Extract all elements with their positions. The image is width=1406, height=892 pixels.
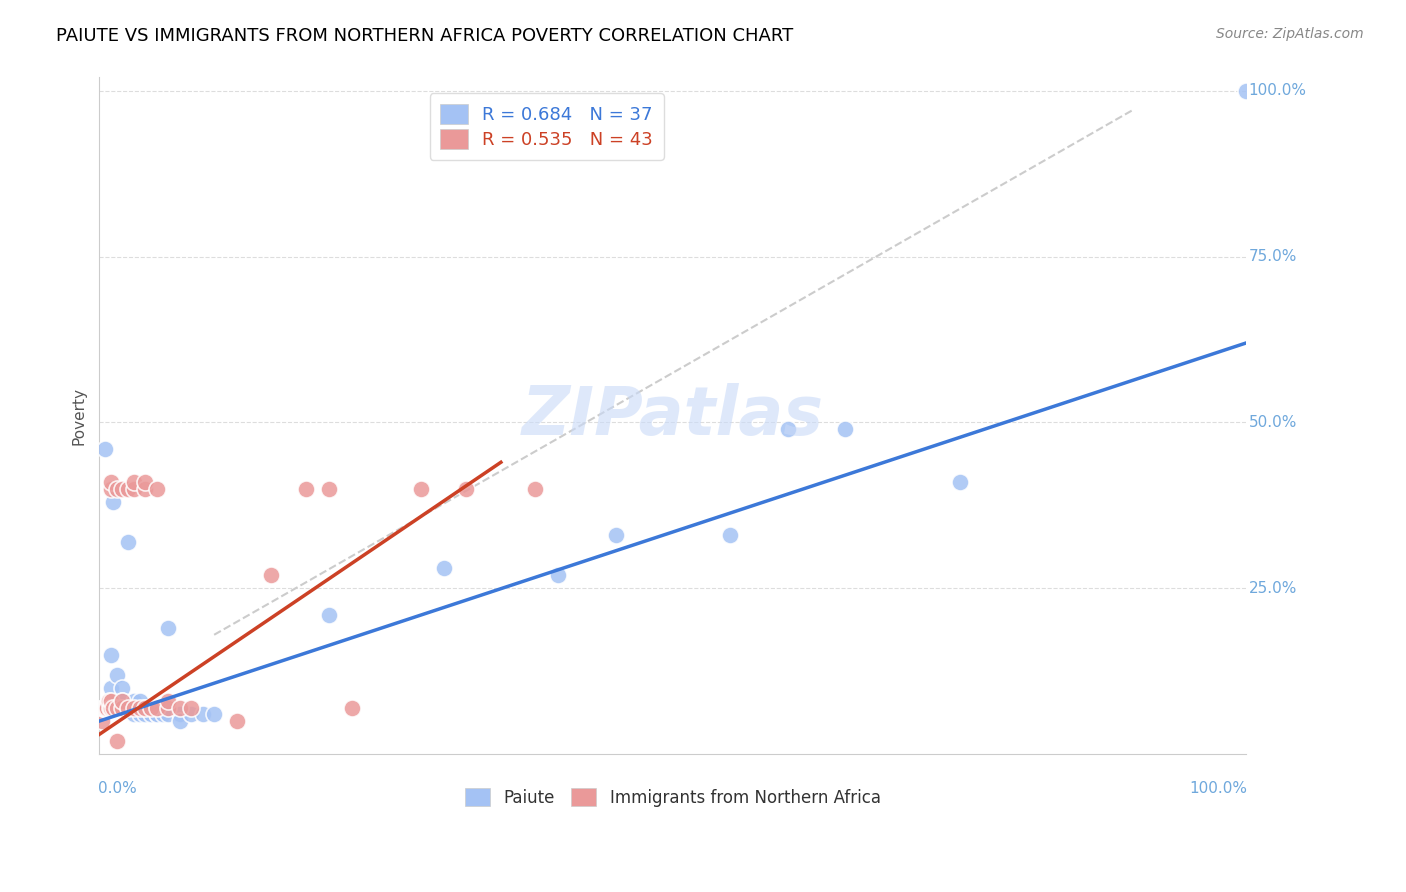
- Point: [949, 475, 972, 490]
- Text: 0.0%: 0.0%: [98, 781, 136, 797]
- Point: [139, 700, 162, 714]
- Point: [96, 700, 118, 714]
- Text: Source: ZipAtlas.com: Source: ZipAtlas.com: [1216, 27, 1364, 41]
- Point: [226, 714, 249, 728]
- Point: [117, 482, 139, 496]
- Point: [180, 707, 202, 722]
- Point: [524, 482, 547, 496]
- Text: PAIUTE VS IMMIGRANTS FROM NORTHERN AFRICA POVERTY CORRELATION CHART: PAIUTE VS IMMIGRANTS FROM NORTHERN AFRIC…: [56, 27, 793, 45]
- Point: [169, 700, 191, 714]
- Point: [191, 707, 214, 722]
- Point: [105, 694, 128, 708]
- Point: [776, 422, 799, 436]
- Point: [122, 700, 145, 714]
- Point: [122, 707, 145, 722]
- Point: [94, 442, 117, 456]
- Point: [134, 482, 156, 496]
- Point: [169, 707, 191, 722]
- Legend: Paiute, Immigrants from Northern Africa: Paiute, Immigrants from Northern Africa: [458, 781, 887, 814]
- Point: [111, 694, 134, 708]
- Point: [318, 607, 340, 622]
- Point: [134, 700, 156, 714]
- Point: [97, 694, 120, 708]
- Point: [111, 694, 134, 708]
- Point: [103, 495, 125, 509]
- Point: [134, 707, 156, 722]
- Point: [139, 707, 162, 722]
- Point: [100, 681, 122, 695]
- Point: [169, 714, 191, 728]
- Point: [157, 700, 180, 714]
- Text: 100.0%: 100.0%: [1249, 83, 1306, 98]
- Point: [105, 667, 128, 681]
- Point: [340, 700, 363, 714]
- Point: [111, 482, 134, 496]
- Point: [456, 482, 478, 496]
- Point: [157, 694, 180, 708]
- Point: [105, 700, 128, 714]
- Point: [100, 475, 122, 490]
- Text: 100.0%: 100.0%: [1189, 781, 1247, 797]
- Point: [834, 422, 856, 436]
- Point: [117, 700, 139, 714]
- Point: [111, 681, 134, 695]
- Point: [128, 707, 150, 722]
- Point: [100, 482, 122, 496]
- Point: [94, 700, 117, 714]
- Point: [122, 700, 145, 714]
- Point: [122, 694, 145, 708]
- Point: [103, 700, 125, 714]
- Point: [547, 568, 569, 582]
- Point: [128, 694, 150, 708]
- Point: [146, 707, 169, 722]
- Point: [122, 482, 145, 496]
- Point: [152, 707, 174, 722]
- Point: [409, 482, 432, 496]
- Point: [100, 700, 122, 714]
- Point: [134, 700, 156, 714]
- Text: 50.0%: 50.0%: [1249, 415, 1298, 430]
- Point: [718, 528, 741, 542]
- Point: [432, 561, 454, 575]
- Point: [100, 694, 122, 708]
- Point: [157, 621, 180, 635]
- Point: [111, 700, 134, 714]
- Point: [180, 700, 202, 714]
- Text: 75.0%: 75.0%: [1249, 249, 1298, 264]
- Point: [146, 707, 169, 722]
- Text: ZIPatlas: ZIPatlas: [522, 383, 824, 449]
- Point: [128, 700, 150, 714]
- Y-axis label: Poverty: Poverty: [72, 387, 86, 445]
- Point: [122, 475, 145, 490]
- Point: [1236, 84, 1258, 98]
- Point: [100, 648, 122, 662]
- Point: [134, 475, 156, 490]
- Point: [605, 528, 627, 542]
- Point: [98, 700, 121, 714]
- Point: [295, 482, 318, 496]
- Point: [96, 700, 118, 714]
- Point: [260, 568, 283, 582]
- Point: [91, 700, 114, 714]
- Point: [202, 707, 225, 722]
- Point: [146, 482, 169, 496]
- Text: 25.0%: 25.0%: [1249, 581, 1298, 596]
- Point: [111, 700, 134, 714]
- Point: [93, 700, 115, 714]
- Point: [105, 482, 128, 496]
- Point: [157, 707, 180, 722]
- Point: [90, 714, 112, 728]
- Point: [146, 700, 169, 714]
- Point: [105, 734, 128, 748]
- Point: [318, 482, 340, 496]
- Point: [117, 534, 139, 549]
